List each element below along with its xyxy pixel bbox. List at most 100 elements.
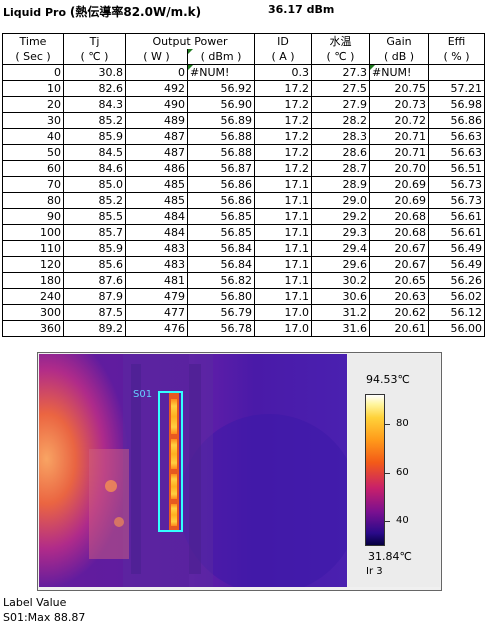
scale-tick-60: [384, 473, 390, 474]
table-header-row-units: ( Sec ) ( ℃ ) ( W ) ( dBm ) ( A ) ( ℃ ) …: [2, 49, 485, 65]
cell-water-temp: 27.5: [311, 80, 370, 97]
cell-id: 17.2: [254, 160, 312, 177]
cell-id: 0.3: [254, 64, 312, 81]
cell-output-dbm: 56.85: [187, 224, 255, 241]
cell-gain: 20.69: [369, 176, 429, 193]
table-row: 240 87.9 479 56.80 17.1 30.6 20.63 56.02: [2, 288, 485, 305]
cell-time: 50: [2, 144, 64, 161]
cell-water-temp: 29.3: [311, 224, 370, 241]
cell-tj: 85.9: [63, 128, 126, 145]
cell-effi: 56.86: [428, 112, 485, 129]
cell-time: 110: [2, 240, 64, 257]
cell-effi: 56.63: [428, 128, 485, 145]
cell-gain: #NUM!: [369, 64, 429, 81]
cell-id: 17.2: [254, 80, 312, 97]
thermal-image-svg: S01: [39, 354, 347, 587]
cell-id: 17.2: [254, 144, 312, 161]
cell-output-dbm: #NUM!: [187, 64, 255, 81]
cell-gain: 20.68: [369, 224, 429, 241]
scale-min-temp: 31.84℃: [368, 550, 412, 563]
cell-effi: 56.63: [428, 144, 485, 161]
cell-water-temp: 31.6: [311, 320, 370, 337]
scale-tick-40: [384, 521, 390, 522]
spot-s01-box: [158, 391, 183, 532]
cell-water-temp: 29.6: [311, 256, 370, 273]
table-row: 0 30.8 0 #NUM! 0.3 27.3 #NUM!: [2, 64, 485, 81]
cell-output-dbm: 56.78: [187, 320, 255, 337]
cell-tj: 85.9: [63, 240, 126, 257]
cell-id: 17.1: [254, 208, 312, 225]
header-id: ID: [254, 33, 312, 49]
header-time: Time: [2, 33, 64, 49]
cell-gain: 20.75: [369, 80, 429, 97]
cell-output-watt: 477: [125, 304, 188, 321]
cell-tj: 85.6: [63, 256, 126, 273]
emissivity-label: Ir 3: [366, 566, 383, 577]
cell-water-temp: 29.4: [311, 240, 370, 257]
cell-water-temp: 28.3: [311, 128, 370, 145]
measurement-row-s01: S01:Max 88.87: [3, 611, 86, 624]
cell-output-dbm: 56.86: [187, 192, 255, 209]
cell-output-dbm: 56.84: [187, 256, 255, 273]
cell-id: 17.1: [254, 176, 312, 193]
header-water-temp: 水温: [311, 33, 370, 49]
cell-id: 17.2: [254, 96, 312, 113]
table-row: 300 87.5 477 56.79 17.0 31.2 20.62 56.12: [2, 304, 485, 321]
cell-output-dbm: 56.87: [187, 160, 255, 177]
cell-tj: 87.6: [63, 272, 126, 289]
cell-water-temp: 27.3: [311, 64, 370, 81]
cell-gain: 20.72: [369, 112, 429, 129]
cell-effi: 56.12: [428, 304, 485, 321]
cell-effi: 56.61: [428, 208, 485, 225]
cell-tj: 84.6: [63, 160, 126, 177]
unit-tj: ( ℃ ): [63, 49, 126, 65]
temperature-scale-panel: 94.53℃ 80 60 40 31.84℃ Ir 3: [348, 354, 440, 587]
cell-gain: 20.70: [369, 160, 429, 177]
cell-output-dbm: 56.90: [187, 96, 255, 113]
cell-gain: 20.71: [369, 128, 429, 145]
cell-time: 0: [2, 64, 64, 81]
cell-output-watt: 479: [125, 288, 188, 305]
cell-water-temp: 28.7: [311, 160, 370, 177]
cell-output-dbm: 56.86: [187, 176, 255, 193]
cell-gain: 20.61: [369, 320, 429, 337]
cell-tj: 84.5: [63, 144, 126, 161]
cell-output-watt: 492: [125, 80, 188, 97]
cell-effi: 56.51: [428, 160, 485, 177]
cell-effi: 56.02: [428, 288, 485, 305]
cell-tj: 85.2: [63, 112, 126, 129]
cell-time: 70: [2, 176, 64, 193]
unit-percent: ( % ): [428, 49, 485, 65]
unit-sec: ( Sec ): [2, 49, 64, 65]
table-row: 180 87.6 481 56.82 17.1 30.2 20.65 56.26: [2, 272, 485, 289]
table-row: 80 85.2 485 56.86 17.1 29.0 20.69 56.73: [2, 192, 485, 209]
spot-s01-label: S01: [133, 389, 152, 400]
cell-id: 17.2: [254, 112, 312, 129]
cell-effi: 56.73: [428, 192, 485, 209]
cell-id: 17.2: [254, 128, 312, 145]
cell-time: 60: [2, 160, 64, 177]
cell-effi: 56.49: [428, 256, 485, 273]
cell-output-watt: 483: [125, 240, 188, 257]
cell-effi: 56.49: [428, 240, 485, 257]
color-scale-bar: [365, 394, 385, 546]
scale-tick-80: [384, 424, 390, 425]
table-row: 100 85.7 484 56.85 17.1 29.3 20.68 56.61: [2, 224, 485, 241]
scale-max-temp: 94.53℃: [366, 373, 410, 386]
cell-gain: 20.65: [369, 272, 429, 289]
table-row: 30 85.2 489 56.89 17.2 28.2 20.72 56.86: [2, 112, 485, 129]
header-tj: Tj: [63, 33, 126, 49]
cell-output-watt: 484: [125, 224, 188, 241]
cell-effi: 56.61: [428, 224, 485, 241]
cell-tj: 87.5: [63, 304, 126, 321]
cell-time: 300: [2, 304, 64, 321]
cell-id: 17.0: [254, 304, 312, 321]
scale-tick-label-80: 80: [396, 418, 409, 429]
cell-water-temp: 27.9: [311, 96, 370, 113]
thermal-image-panel: S01 94.53℃ 80 60 40 31.84℃ Ir 3: [37, 352, 442, 591]
cell-time: 240: [2, 288, 64, 305]
cell-time: 20: [2, 96, 64, 113]
cell-time: 30: [2, 112, 64, 129]
cell-output-dbm: 56.85: [187, 208, 255, 225]
cell-gain: 20.63: [369, 288, 429, 305]
